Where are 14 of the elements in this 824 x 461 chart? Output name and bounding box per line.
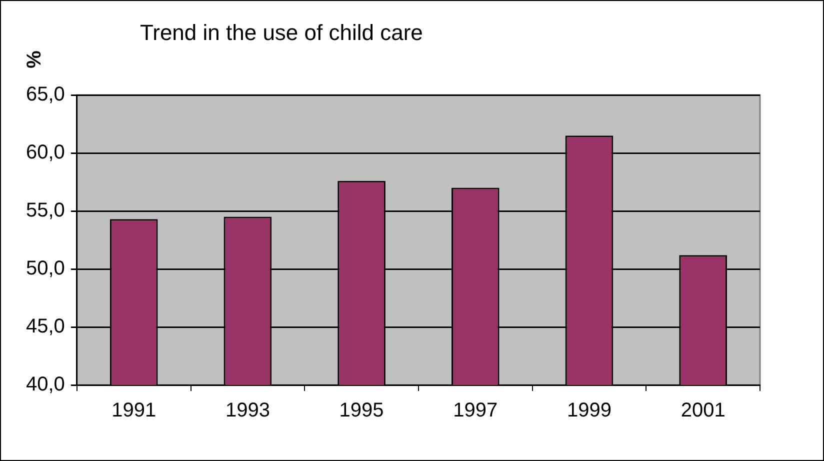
x-tick-label: 1993 bbox=[225, 400, 270, 422]
y-tick-label: 65,0 bbox=[26, 84, 65, 106]
x-tick-label: 1995 bbox=[339, 400, 384, 422]
y-axis-title: % bbox=[23, 50, 46, 68]
x-tick-label: 1997 bbox=[453, 400, 498, 422]
x-tick-label: 2001 bbox=[680, 400, 726, 422]
y-tick-label: 55,0 bbox=[26, 200, 65, 222]
y-tick-label: 50,0 bbox=[26, 258, 65, 280]
x-tick-label: 1999 bbox=[566, 400, 612, 422]
y-tick-label: 45,0 bbox=[26, 316, 65, 338]
x-tick-label: 1991 bbox=[112, 400, 156, 422]
y-tick-label: 60,0 bbox=[26, 142, 65, 164]
chart-title: Trend in the use of child care bbox=[140, 20, 423, 46]
y-tick-label: 40,0 bbox=[26, 374, 65, 396]
